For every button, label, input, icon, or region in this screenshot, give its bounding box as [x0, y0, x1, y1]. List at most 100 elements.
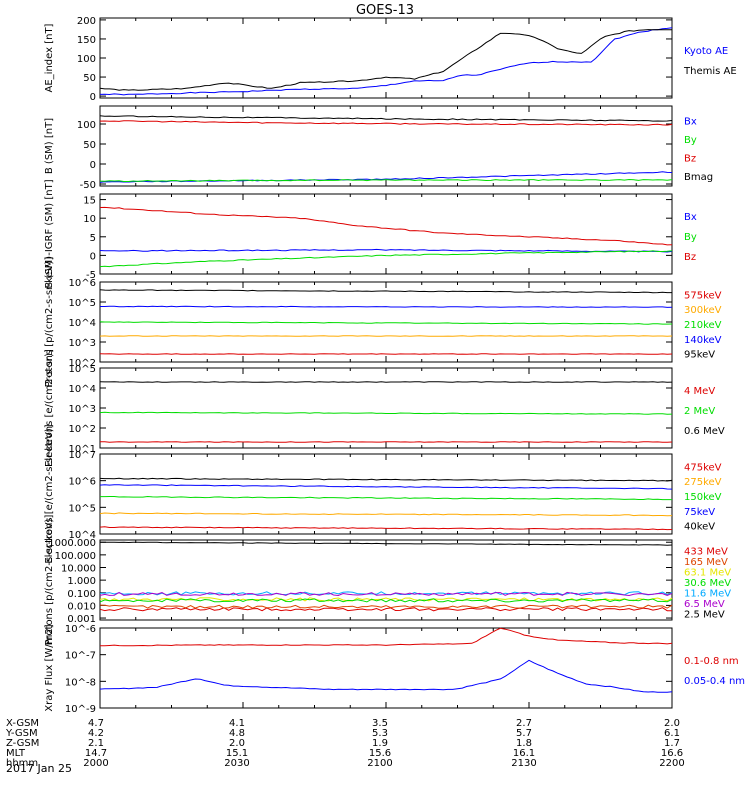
panel-xray: 10^-9 10^-8 10^-7 10^-6 Xray Flux [W/m2] 0.1-…	[44, 624, 745, 715]
y-tick-label: 100	[77, 120, 96, 131]
legend-label: 40keV	[684, 522, 715, 533]
legend-label: By	[684, 232, 697, 243]
legend-label: 300keV	[684, 305, 722, 316]
series-line-protons-low-3	[100, 305, 673, 308]
legend-label: Kyoto AE	[684, 46, 728, 57]
panel-b-sm: -50 0 50 100 B (SM) [nT] Bx By Bz Bmag	[44, 105, 713, 191]
footer-value: 16.6	[661, 748, 683, 759]
legend-label: 275keV	[684, 477, 722, 488]
series-line-electrons-kev-4	[99, 477, 673, 482]
series-line-electrons-kev-3	[99, 484, 673, 490]
legend-label: 575keV	[684, 290, 722, 301]
footer-value: 2.0	[664, 718, 680, 729]
series-line-protons-high-6	[99, 541, 673, 546]
y-tick-label: 10^2	[69, 424, 96, 435]
y-tick-label: 15	[83, 196, 96, 207]
series-line-b-sm-3	[99, 115, 673, 122]
legend-label: 0.05-0.4 nm	[684, 676, 745, 687]
series-line-protons-low-2	[99, 321, 673, 325]
panel-electrons-mev: 10^1 10^2 10^3 10^4 10^5 Electrons [e/(cm2-s-…	[44, 349, 725, 467]
legend-label: Bmag	[684, 172, 713, 183]
legend-label: 11.6 MeV	[684, 589, 731, 600]
footer-value: 2130	[511, 758, 536, 769]
footer-value: 5.7	[516, 728, 532, 739]
footer-value: 6.1	[664, 728, 680, 739]
series-line-ae-1	[99, 29, 673, 91]
y-tick-label: 0	[90, 160, 96, 171]
date-label: 2017 Jan 25	[6, 762, 72, 775]
y-tick-label: -50	[80, 180, 96, 191]
y-tick-label: 0.010	[67, 601, 96, 612]
y-tick-label: 10^7	[69, 450, 96, 461]
legend-label: 210keV	[684, 320, 722, 331]
footer-row-label: Y-GSM	[5, 728, 38, 739]
legend-label: 2 MeV	[684, 406, 715, 417]
y-axis-label: AE_index [nT]	[44, 23, 55, 92]
y-tick-label: 10^-6	[65, 624, 96, 635]
panel-frame	[99, 627, 673, 709]
y-axis-label: Xray Flux [W/m2]	[44, 624, 55, 711]
y-tick-label: 10^6	[69, 477, 96, 488]
series-line-electrons-kev-1	[99, 512, 673, 517]
series-line-protons-high-3	[99, 598, 673, 603]
legend-label: Themis AE	[683, 66, 737, 77]
legend-label: Bz	[684, 153, 696, 164]
y-axis-label: B (SM) [nT]	[44, 118, 55, 174]
legend-label: 6.5 MeV	[684, 599, 725, 610]
legend-label: 0.6 MeV	[684, 426, 725, 437]
legend-label: 475keV	[684, 462, 722, 473]
series-line-electrons-mev-2	[99, 381, 673, 383]
y-tick-label: 100	[77, 54, 96, 65]
series-line-electrons-mev-0	[100, 441, 673, 443]
footer-row-label: X-GSM	[6, 718, 39, 729]
series-line-b-igrf-1	[99, 250, 673, 268]
panel-ae: 0 50 100 150 200 AE_index [nT] Kyoto AE Themis …	[44, 16, 737, 103]
footer-value: 1.7	[664, 738, 680, 749]
series-line-protons-low-1	[99, 335, 673, 337]
y-tick-label: 50	[83, 73, 96, 84]
footer-value: 4.1	[229, 718, 245, 729]
footer-value: 2030	[224, 758, 249, 769]
y-tick-label: 0.100	[67, 589, 96, 600]
y-tick-label: 0	[90, 251, 96, 262]
panel-frame	[99, 453, 673, 535]
y-tick-label: 10^5	[69, 298, 96, 309]
series-line-xray-1	[99, 659, 673, 693]
legend-label: 140keV	[684, 335, 722, 346]
series-line-electrons-kev-0	[99, 526, 673, 531]
y-tick-label: 10^4	[69, 530, 96, 541]
legend-label: 63.1 MeV	[684, 567, 731, 578]
y-tick-label: 10^6	[69, 278, 96, 289]
footer-row-label: hhmm	[6, 758, 38, 769]
y-tick-label: 0	[90, 92, 96, 103]
y-tick-label: 5	[90, 233, 96, 244]
y-tick-label: 10^2	[69, 358, 96, 369]
y-tick-label: 10.000	[61, 563, 96, 574]
series-line-electrons-kev-2	[100, 495, 672, 501]
legend-label: 150keV	[684, 492, 722, 503]
footer-value: 4.2	[88, 728, 104, 739]
y-tick-label: 10^5	[69, 503, 96, 514]
footer-value: 2.1	[88, 738, 104, 749]
footer-value: 4.8	[229, 728, 245, 739]
footer-value: 5.3	[372, 728, 388, 739]
y-tick-label: 10^4	[69, 318, 96, 329]
legend-label: 2.5 MeV	[684, 610, 725, 621]
y-axis-label: Electrons [e/(cm2-s-sr-keV)]	[44, 424, 55, 563]
y-tick-label: 10^4	[69, 384, 96, 395]
y-tick-label: 150	[77, 35, 96, 46]
y-tick-label: 10^5	[69, 364, 96, 375]
footer-value: 3.5	[372, 718, 388, 729]
footer-value: 2.0	[229, 738, 245, 749]
series-line-ae-0	[99, 27, 673, 96]
y-tick-label: 10^-9	[65, 704, 96, 715]
y-tick-label: 50	[83, 140, 96, 151]
y-tick-label: 10^3	[69, 338, 96, 349]
y-tick-label: 1.000	[67, 576, 96, 587]
footer-value: 2100	[367, 758, 392, 769]
